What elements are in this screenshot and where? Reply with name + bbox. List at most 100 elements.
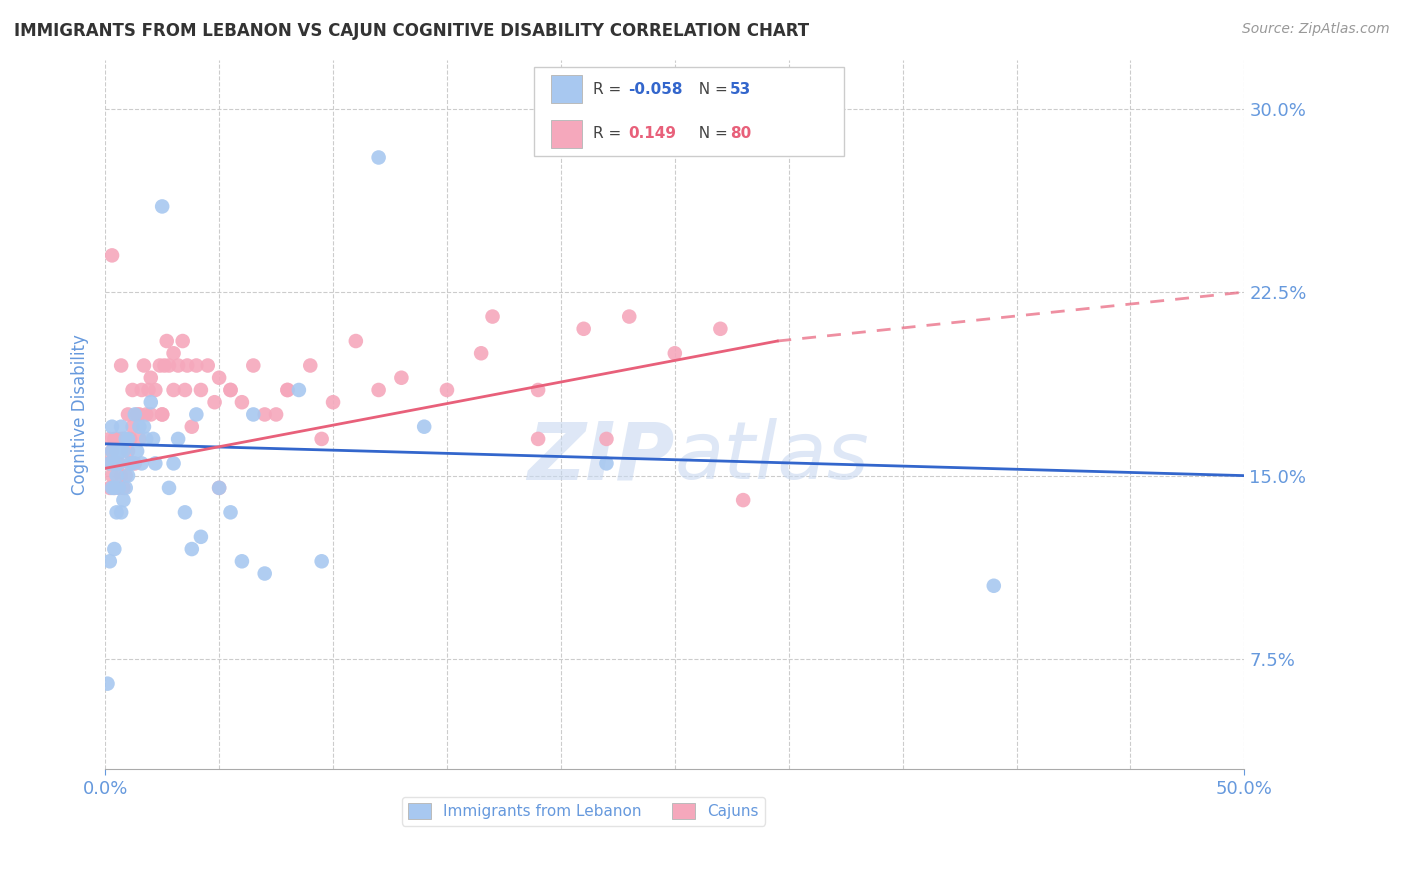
Point bbox=[108, 481, 131, 495]
Point bbox=[436, 383, 458, 397]
Point bbox=[174, 505, 197, 519]
Text: N =: N = bbox=[689, 127, 733, 141]
Point bbox=[190, 530, 212, 544]
Point bbox=[120, 432, 142, 446]
Point bbox=[103, 432, 125, 446]
Point bbox=[124, 408, 146, 422]
Point bbox=[253, 566, 276, 581]
Point bbox=[167, 359, 190, 373]
Point bbox=[112, 444, 135, 458]
Point bbox=[709, 322, 731, 336]
Point bbox=[733, 493, 755, 508]
Point bbox=[101, 444, 124, 458]
Point bbox=[110, 505, 132, 519]
Point bbox=[132, 359, 155, 373]
Point bbox=[180, 419, 202, 434]
Point bbox=[139, 408, 162, 422]
Point bbox=[112, 493, 135, 508]
Point bbox=[180, 542, 202, 557]
Point bbox=[108, 481, 131, 495]
Point bbox=[103, 481, 125, 495]
Point bbox=[208, 481, 231, 495]
Point bbox=[167, 432, 190, 446]
Point bbox=[481, 310, 503, 324]
Point bbox=[190, 383, 212, 397]
Point bbox=[117, 444, 139, 458]
Point bbox=[619, 310, 641, 324]
Point bbox=[595, 457, 617, 471]
Point bbox=[157, 359, 180, 373]
Point bbox=[114, 432, 136, 446]
Point bbox=[253, 408, 276, 422]
Point bbox=[105, 505, 128, 519]
Text: R =: R = bbox=[593, 127, 631, 141]
Point bbox=[197, 359, 219, 373]
Point bbox=[162, 383, 184, 397]
Point bbox=[470, 346, 492, 360]
Point bbox=[231, 395, 253, 409]
Point bbox=[101, 444, 124, 458]
Point bbox=[114, 481, 136, 495]
Point bbox=[204, 395, 226, 409]
Point bbox=[108, 457, 131, 471]
Point bbox=[117, 432, 139, 446]
Legend: Immigrants from Lebanon, Cajuns: Immigrants from Lebanon, Cajuns bbox=[402, 797, 765, 825]
Point bbox=[208, 370, 231, 384]
Point bbox=[527, 383, 550, 397]
Point bbox=[105, 444, 128, 458]
Point bbox=[172, 334, 194, 348]
Point bbox=[98, 481, 121, 495]
Point bbox=[101, 468, 124, 483]
Point bbox=[105, 457, 128, 471]
Point bbox=[103, 481, 125, 495]
Point bbox=[121, 383, 143, 397]
Text: ZIP: ZIP bbox=[527, 418, 675, 496]
Point bbox=[112, 432, 135, 446]
Point bbox=[219, 505, 242, 519]
Point bbox=[572, 322, 595, 336]
Point bbox=[143, 383, 166, 397]
Point bbox=[139, 395, 162, 409]
Point bbox=[322, 395, 344, 409]
Point bbox=[121, 457, 143, 471]
Point bbox=[176, 359, 198, 373]
Point bbox=[143, 457, 166, 471]
Point bbox=[153, 359, 176, 373]
Point bbox=[110, 444, 132, 458]
Point bbox=[242, 359, 264, 373]
Point bbox=[101, 481, 124, 495]
Point bbox=[117, 408, 139, 422]
Point bbox=[142, 432, 165, 446]
Text: IMMIGRANTS FROM LEBANON VS CAJUN COGNITIVE DISABILITY CORRELATION CHART: IMMIGRANTS FROM LEBANON VS CAJUN COGNITI… bbox=[14, 22, 810, 40]
Point bbox=[105, 432, 128, 446]
Point bbox=[242, 408, 264, 422]
Point bbox=[219, 383, 242, 397]
Text: atlas: atlas bbox=[675, 418, 869, 496]
Point bbox=[128, 419, 150, 434]
Point bbox=[117, 468, 139, 483]
Point bbox=[101, 419, 124, 434]
Point bbox=[299, 359, 322, 373]
Point bbox=[101, 248, 124, 262]
Point bbox=[103, 457, 125, 471]
Point bbox=[128, 432, 150, 446]
Point bbox=[108, 457, 131, 471]
Point bbox=[131, 457, 153, 471]
Point bbox=[135, 408, 157, 422]
Point bbox=[96, 676, 118, 690]
Point bbox=[98, 432, 121, 446]
Point bbox=[139, 370, 162, 384]
Point bbox=[367, 383, 389, 397]
Point bbox=[98, 457, 121, 471]
Point bbox=[110, 432, 132, 446]
Point bbox=[186, 359, 208, 373]
Y-axis label: Cognitive Disability: Cognitive Disability bbox=[72, 334, 89, 495]
Point bbox=[311, 432, 333, 446]
Text: Source: ZipAtlas.com: Source: ZipAtlas.com bbox=[1241, 22, 1389, 37]
Point bbox=[135, 432, 157, 446]
Point bbox=[132, 419, 155, 434]
Point bbox=[389, 370, 412, 384]
Point bbox=[128, 408, 150, 422]
Point bbox=[595, 432, 617, 446]
Point bbox=[264, 408, 287, 422]
